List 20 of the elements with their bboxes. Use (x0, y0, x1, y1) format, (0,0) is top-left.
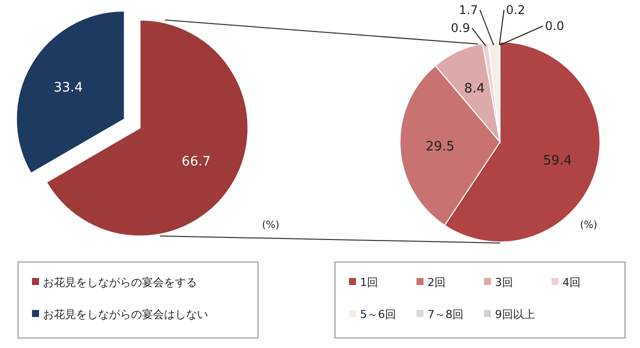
legend-label: 2回 (428, 276, 446, 289)
legend-label: 3回 (495, 276, 513, 289)
text: 0.0 (545, 19, 564, 33)
data-label: 0.2 (506, 3, 526, 17)
text: (%) (580, 220, 598, 231)
data-label: 0.9 (450, 21, 470, 35)
data-label: 33.4 (54, 80, 83, 96)
data-label: 59.4 (542, 153, 572, 168)
data-label: 29.5 (426, 139, 455, 154)
legend-label: 1回 (360, 276, 378, 289)
data-label: 1.7 (458, 3, 478, 17)
legend-label: 5～6回 (360, 308, 396, 321)
data-label: 8.4 (464, 82, 485, 97)
legend-label: 4回 (562, 276, 580, 289)
data-label: 66.7 (182, 154, 211, 170)
text: (%) (262, 220, 280, 231)
legend-label: 9回以上 (495, 308, 535, 321)
legend-label: 7～8回 (428, 308, 464, 321)
legend-label: お花見をしながらの宴会はしない (43, 308, 208, 321)
legend-label: お花見をしながらの宴会をする (43, 276, 197, 289)
